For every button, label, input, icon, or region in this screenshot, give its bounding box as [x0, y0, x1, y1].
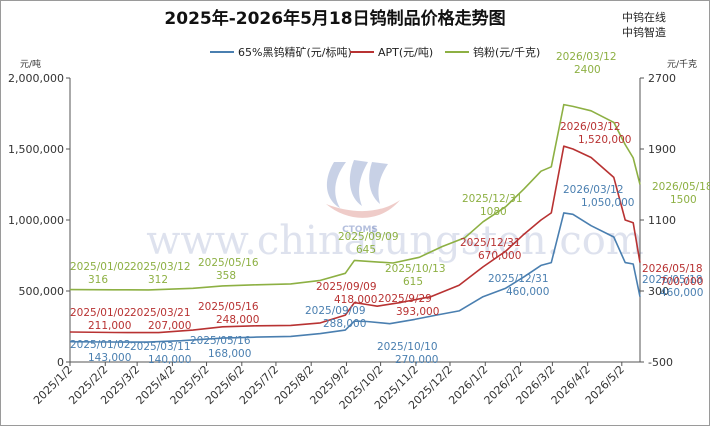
series-line-3: [69, 103, 641, 291]
annotation-value: 2400: [574, 64, 601, 76]
annotation-date: 2026/05/18: [652, 181, 710, 193]
annotation-value: 615: [403, 276, 423, 288]
annotation-value: 1,050,000: [581, 197, 634, 209]
legend: 65%黑钨精矿(元/标吨) APT(元/吨) 钨粉(元/千克): [210, 45, 540, 59]
annotations: 2025/01/02143,0002025/03/11140,0002025/0…: [70, 51, 710, 366]
annotation-value: 418,000: [334, 294, 377, 306]
brand-line-1: 中钨在线: [622, 10, 666, 24]
annotation-value: 358: [216, 270, 236, 282]
annotation-date: 2025/03/12: [130, 261, 191, 273]
annotation-value: 316: [88, 274, 108, 286]
annotation-date: 2025/09/09: [305, 305, 366, 317]
annotation-date: 2025/05/16: [190, 335, 251, 347]
left-axis-unit: 元/吨: [20, 58, 41, 70]
annotation-value: 1080: [480, 206, 507, 218]
right-tick-label: -500: [648, 356, 673, 369]
watermark-logo: [326, 160, 400, 218]
watermark-logo-text: CTOMS: [342, 225, 378, 235]
annotation-value: 143,000: [88, 352, 131, 364]
annotation-value: 645: [356, 244, 376, 256]
series-lines: [69, 103, 641, 343]
annotation-date: 2025/12/31: [488, 273, 549, 285]
annotation-date: 2025/05/16: [198, 257, 259, 269]
annotation-value: 670,000: [478, 250, 521, 262]
left-tick-label: 1,000,000: [8, 214, 64, 227]
left-tick-label: 500,000: [19, 285, 65, 298]
annotation-value: 270,000: [395, 354, 438, 366]
annotation-value: 1500: [670, 194, 697, 206]
right-tick-label: 1100: [648, 214, 676, 227]
legend-label: 65%黑钨精矿(元/标吨): [238, 45, 352, 59]
annotation-value: 700,000: [660, 276, 703, 288]
annotation-date: 2026/03/12: [563, 184, 624, 196]
left-tick-label: 1,500,000: [8, 143, 64, 156]
annotation-value: 248,000: [216, 314, 259, 326]
annotation-date: 2025/03/11: [130, 341, 191, 353]
legend-label: APT(元/吨): [378, 46, 433, 59]
annotation-date: 2025/9/29: [378, 293, 432, 305]
brand-labels: 中钨在线 中钨智造: [622, 10, 666, 39]
annotation-value: 288,000: [323, 318, 366, 330]
right-tick-label: 2700: [648, 72, 676, 85]
annotation-value: 460,000: [660, 287, 703, 299]
brand-line-2: 中钨智造: [622, 25, 666, 39]
annotation-value: 211,000: [88, 320, 131, 332]
annotation-date: 2025/10/13: [385, 263, 446, 275]
annotation-value: 1,520,000: [578, 134, 631, 146]
left-tick-label: 2,000,000: [8, 72, 64, 85]
annotation-date: 2025/12/31: [460, 237, 521, 249]
series-line-2: [69, 145, 641, 334]
annotation-date: 2026/05/18: [642, 274, 703, 286]
left-tick-label: 0: [57, 356, 64, 369]
annotation-date: 2026/03/12: [560, 121, 621, 133]
annotation-date: 2025/01/02: [70, 307, 131, 319]
annotation-date: 2026/03/12: [556, 51, 617, 63]
annotation-date: 2025/01/02: [70, 339, 131, 351]
annotation-date: 2025/01/02: [70, 261, 131, 273]
annotation-value: 312: [148, 274, 168, 286]
annotation-date: 2025/05/16: [198, 301, 259, 313]
annotation-date: 2025/09/09: [338, 231, 399, 243]
annotation-date: 2026/05/18: [642, 263, 703, 275]
chart-title: 2025年-2026年5月18日钨制品价格走势图: [164, 8, 505, 29]
annotation-date: 2025/10/10: [377, 341, 438, 353]
annotation-value: 460,000: [506, 286, 549, 298]
annotation-date: 2025/03/21: [130, 307, 191, 319]
annotation-date: 2025/09/09: [316, 281, 377, 293]
right-axis-unit: 元/千克: [667, 59, 697, 70]
annotation-value: 140,000: [148, 354, 191, 366]
right-tick-label: 300: [648, 285, 669, 298]
right-tick-label: 1900: [648, 143, 676, 156]
annotation-value: 393,000: [396, 306, 439, 318]
annotation-value: 168,000: [208, 348, 251, 360]
legend-label: 钨粉(元/千克): [473, 46, 540, 59]
series-line-1: [69, 212, 641, 343]
annotation-value: 207,000: [148, 320, 191, 332]
annotation-date: 2025/12/31: [462, 193, 523, 205]
